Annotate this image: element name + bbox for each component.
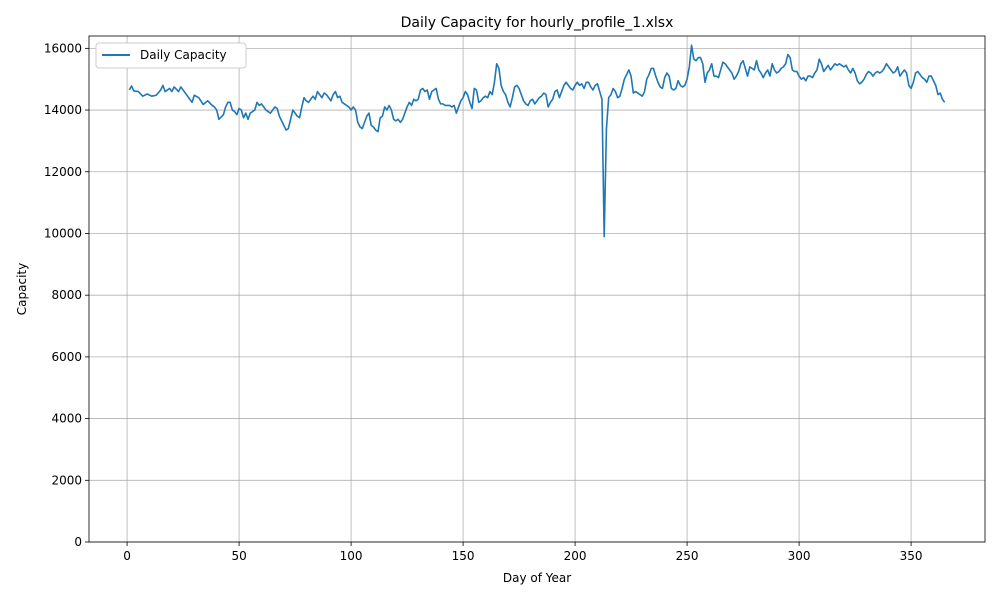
axis-ticks: 0 50 100 150 200 250 300 350 0 2000 4000 6000 8000 10… xyxy=(44,41,923,563)
series-group xyxy=(128,44,946,238)
legend: Daily Capacity xyxy=(95,42,247,69)
y-tick-label: 6000 xyxy=(51,350,82,364)
x-tick-label: 250 xyxy=(676,549,699,563)
y-tick-label: 12000 xyxy=(44,165,82,179)
y-tick-label: 8000 xyxy=(51,288,82,302)
x-tick-label: 50 xyxy=(231,549,246,563)
x-tick-label: 350 xyxy=(900,549,923,563)
x-axis-label: Day of Year xyxy=(503,571,571,585)
legend-box xyxy=(95,42,247,69)
legend-label: Daily Capacity xyxy=(140,48,227,62)
x-tick-label: 0 xyxy=(123,549,131,563)
x-tick-label: 150 xyxy=(452,549,475,563)
x-tick-label: 100 xyxy=(340,549,363,563)
y-tick-label: 2000 xyxy=(51,473,82,487)
y-axis-label: Capacity xyxy=(15,263,29,315)
grid xyxy=(89,36,985,543)
x-tick-label: 200 xyxy=(564,549,587,563)
series-line-daily-capacity xyxy=(128,44,946,238)
y-tick-label: 0 xyxy=(74,535,82,549)
y-tick-label: 10000 xyxy=(44,226,82,240)
y-tick-label: 16000 xyxy=(44,41,82,55)
x-tick-label: 300 xyxy=(788,549,811,563)
chart-title: Daily Capacity for hourly_profile_1.xlsx xyxy=(401,15,674,31)
y-tick-label: 14000 xyxy=(44,103,82,117)
plot-area-frame xyxy=(88,35,986,543)
y-tick-label: 4000 xyxy=(51,412,82,426)
